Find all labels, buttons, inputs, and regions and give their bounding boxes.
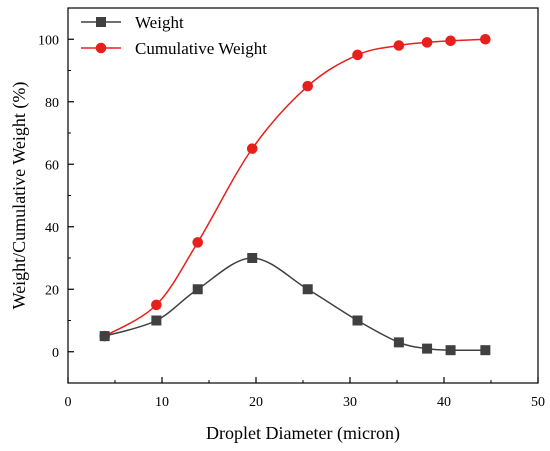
y-axis-title: Weight/Cumulative Weight (%) xyxy=(9,82,30,310)
circle-marker xyxy=(445,35,456,47)
series-layer xyxy=(99,33,491,356)
x-tick-label: 0 xyxy=(65,395,72,410)
circle-marker xyxy=(302,80,314,92)
y-tick-label: 0 xyxy=(52,346,59,361)
y-tick-label: 80 xyxy=(45,96,59,111)
series-weight xyxy=(99,253,491,356)
square-marker xyxy=(480,345,491,356)
x-tick-label: 10 xyxy=(155,395,169,410)
legend-label: Cumulative Weight xyxy=(135,39,267,58)
legend-item: Cumulative Weight xyxy=(81,39,267,58)
y-tick-label: 100 xyxy=(38,33,59,48)
legend-marker xyxy=(95,42,107,54)
square-marker xyxy=(352,315,363,326)
square-marker xyxy=(151,315,162,326)
x-tick-label: 20 xyxy=(249,395,263,410)
square-marker xyxy=(393,337,404,348)
circle-marker xyxy=(246,143,258,154)
square-marker xyxy=(302,284,313,295)
legend: Weight Cumulative Weight xyxy=(81,13,267,58)
circle-marker xyxy=(421,37,433,48)
series-line xyxy=(104,38,486,337)
circle-marker xyxy=(192,237,204,248)
x-tick-label: 40 xyxy=(437,395,451,410)
legend-marker xyxy=(96,17,106,27)
legend-item: Weight xyxy=(81,13,184,32)
y-tick-label: 60 xyxy=(45,158,59,173)
x-axis-title: Droplet Diameter (micron) xyxy=(206,423,400,444)
square-marker xyxy=(422,343,433,354)
y-tick-label: 20 xyxy=(45,283,59,298)
y-tick-label: 40 xyxy=(45,221,59,236)
square-marker xyxy=(445,345,456,356)
square-marker xyxy=(192,284,203,295)
circle-marker xyxy=(352,49,363,61)
x-tick-label: 30 xyxy=(343,395,357,410)
square-marker xyxy=(247,253,258,263)
circle-marker xyxy=(393,40,405,51)
axes: 0 10 20 30 40 50 0 20 40 60 80 100 Droplet Diameter … xyxy=(9,7,545,444)
series-line xyxy=(104,257,486,352)
circle-marker xyxy=(151,299,162,311)
square-marker xyxy=(99,331,110,342)
circle-marker xyxy=(480,33,491,45)
x-tick-label: 50 xyxy=(531,395,545,410)
legend-label: Weight xyxy=(135,13,184,32)
series-cumulative-weight xyxy=(99,33,491,342)
